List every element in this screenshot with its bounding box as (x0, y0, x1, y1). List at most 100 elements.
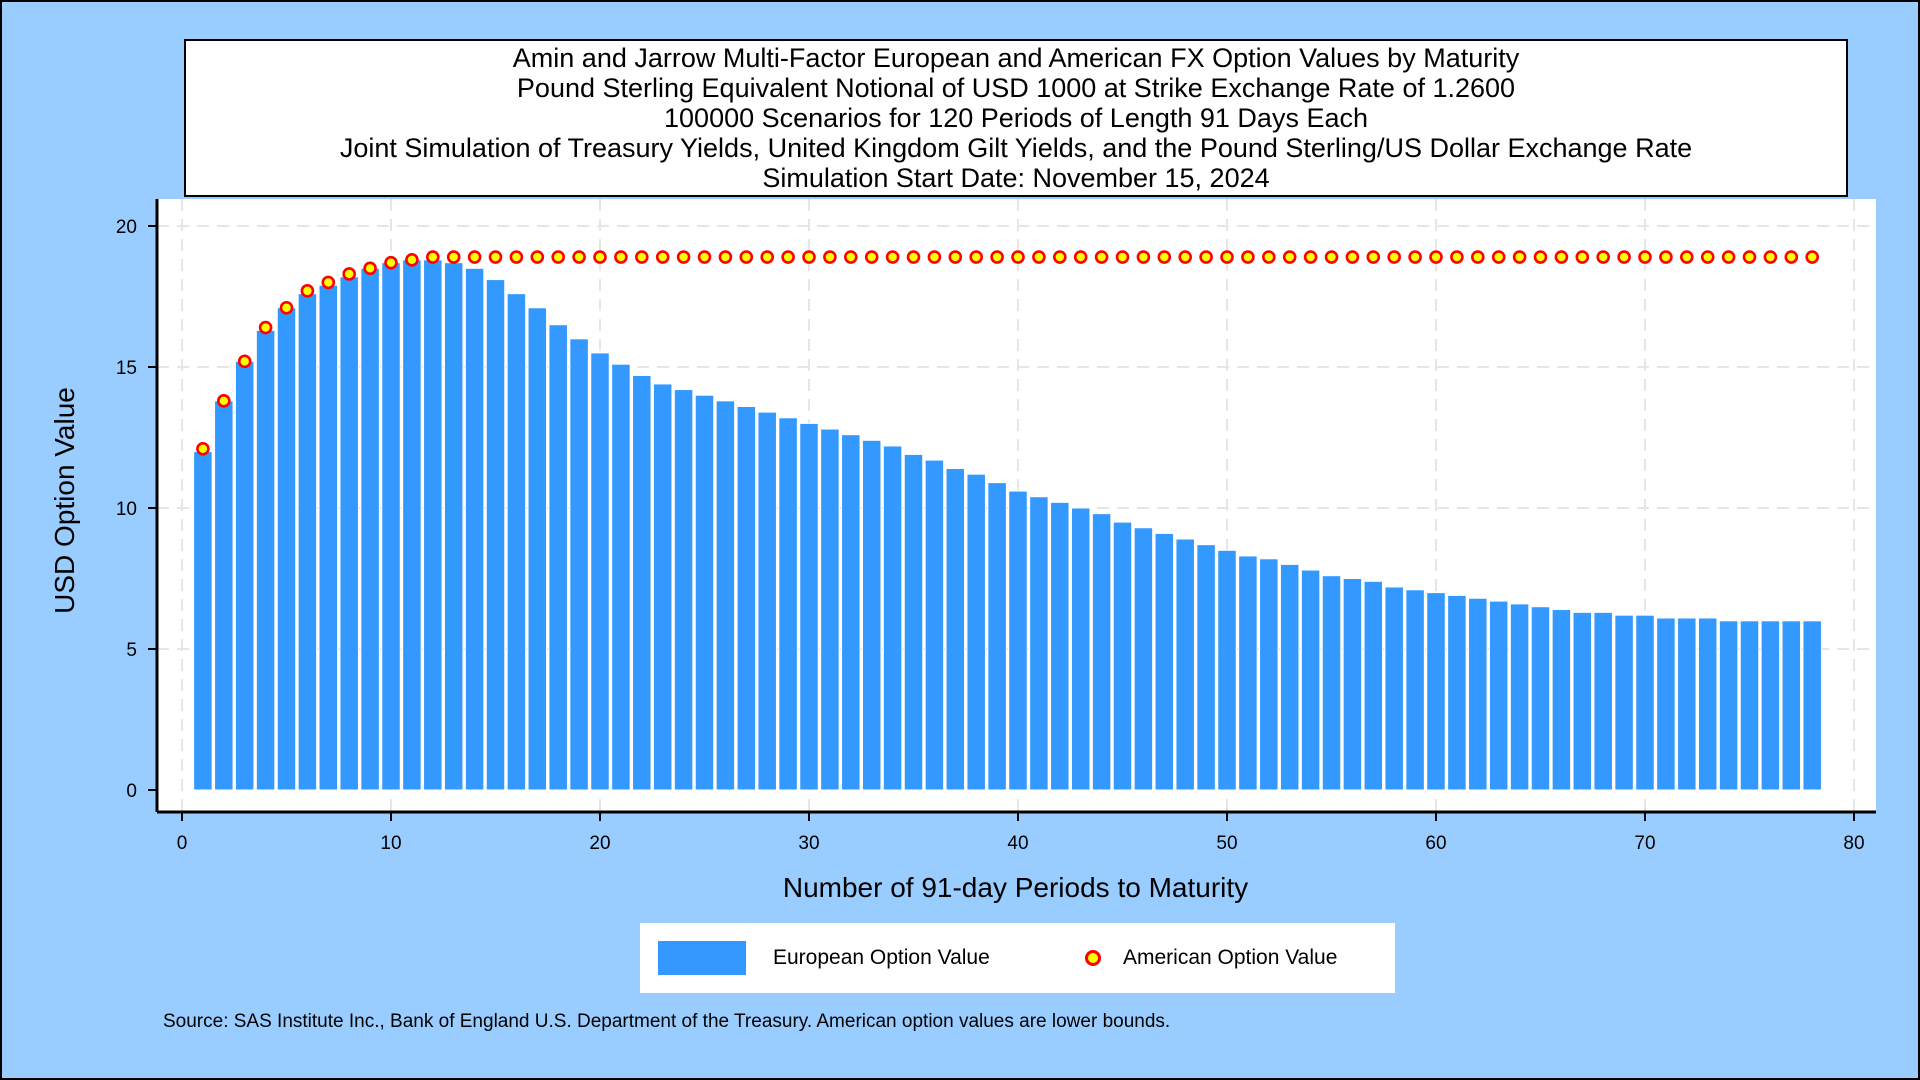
footnote: Source: SAS Institute Inc., Bank of Engl… (163, 1011, 1171, 1032)
european-bar (527, 307, 548, 791)
european-bar (715, 400, 736, 791)
european-bar (1384, 586, 1404, 791)
european-bar (736, 405, 757, 791)
european-bar (318, 284, 339, 791)
american-marker (1491, 250, 1506, 264)
y-axis-title: USD Option Value (49, 387, 80, 614)
european-bar (1405, 589, 1425, 791)
european-bar (1488, 600, 1509, 791)
american-marker (1805, 250, 1819, 264)
european-bar (234, 360, 255, 791)
american-marker (1659, 250, 1673, 264)
american-marker (655, 250, 670, 264)
chart-title-line-4: Joint Simulation of Treasury Yields, Uni… (339, 133, 1693, 163)
european-bar (339, 276, 359, 791)
american-marker (802, 250, 816, 264)
european-bar (1614, 614, 1634, 791)
american-marker (1157, 250, 1172, 264)
european-bar (1259, 558, 1279, 791)
european-bar (1677, 617, 1697, 791)
x-tick-label: 0 (177, 833, 188, 854)
american-marker (990, 250, 1004, 264)
y-tick-label: 5 (126, 640, 137, 661)
european-bar (590, 352, 610, 791)
american-marker (1408, 250, 1422, 264)
european-bar (1551, 609, 1572, 791)
american-marker (1241, 250, 1255, 264)
european-bar (1070, 507, 1091, 791)
american-marker (948, 250, 963, 264)
american-marker (342, 267, 357, 281)
european-bar (569, 338, 589, 791)
american-marker (1262, 250, 1276, 264)
european-bar (611, 363, 631, 791)
american-marker (593, 250, 607, 264)
y-tick-label: 20 (116, 217, 137, 238)
american-marker (927, 250, 942, 264)
european-bar (1217, 549, 1237, 791)
x-tick-label: 40 (1007, 833, 1028, 854)
y-tick-label: 10 (116, 499, 137, 520)
european-bar (861, 439, 882, 791)
european-bar (297, 293, 318, 791)
american-marker (969, 250, 984, 264)
legend-american-label: American Option Value (1123, 946, 1338, 969)
european-bar (214, 400, 234, 791)
american-marker (739, 250, 754, 264)
x-tick-label: 10 (380, 833, 401, 854)
european-bar (381, 262, 401, 791)
american-marker (1115, 250, 1130, 264)
american-marker (237, 354, 252, 369)
american-marker (1073, 250, 1088, 264)
european-bar (966, 473, 986, 791)
american-marker (1199, 250, 1213, 264)
legend: European Option Value American Option Va… (640, 923, 1395, 993)
european-bar (1697, 617, 1718, 791)
european-bar (1572, 611, 1593, 791)
american-marker (1554, 250, 1569, 264)
american-marker (1282, 250, 1297, 264)
american-marker (258, 320, 273, 335)
american-marker (906, 250, 921, 264)
american-marker (1512, 250, 1527, 264)
american-marker (1784, 250, 1799, 264)
american-marker (1533, 250, 1548, 264)
european-bar (1133, 527, 1154, 791)
american-marker (1094, 250, 1109, 264)
european-bar (632, 374, 652, 791)
european-bar (1321, 575, 1342, 791)
american-marker (1471, 250, 1485, 264)
american-marker (1178, 250, 1192, 264)
american-marker (1763, 250, 1778, 264)
american-marker (530, 250, 545, 264)
european-bar (276, 307, 297, 791)
european-bar (193, 451, 213, 791)
legend-european-swatch (658, 941, 746, 975)
european-bar (799, 422, 819, 791)
american-marker (196, 441, 210, 456)
american-markers (196, 250, 1819, 456)
american-marker (1387, 250, 1401, 264)
american-marker (321, 275, 336, 290)
american-marker (843, 250, 858, 264)
european-bar (485, 279, 506, 791)
y-tick-label: 15 (116, 358, 137, 379)
european-bar (1363, 580, 1384, 791)
chart-title-line-3: 100000 Scenarios for 120 Periods of Leng… (664, 103, 1368, 133)
european-bar (1718, 620, 1739, 791)
legend-american-swatch (1085, 950, 1101, 966)
american-marker (676, 250, 691, 264)
x-tick-label: 50 (1216, 833, 1237, 854)
european-bar (1656, 617, 1676, 791)
american-marker (1053, 250, 1067, 264)
european-bar (1802, 620, 1822, 791)
european-bar (987, 482, 1007, 791)
american-marker (488, 250, 503, 264)
american-marker (1617, 250, 1631, 264)
american-marker (1324, 250, 1339, 264)
european-bar (506, 293, 527, 791)
x-tick-label: 60 (1425, 833, 1446, 854)
european-bar (1342, 578, 1363, 791)
x-tick-label: 70 (1634, 833, 1655, 854)
